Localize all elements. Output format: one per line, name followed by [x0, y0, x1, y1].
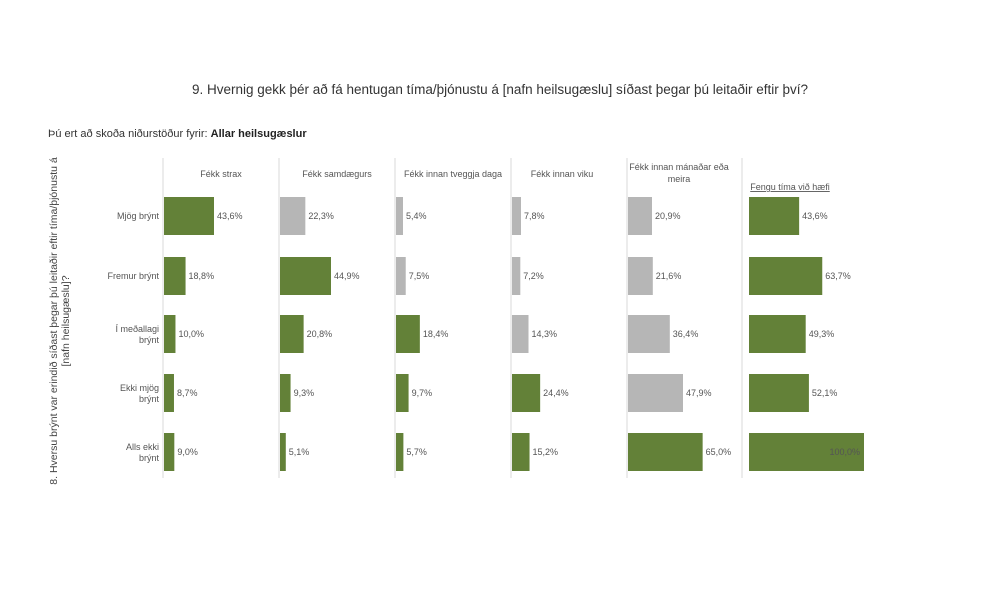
data-label: 10,0%: [178, 329, 204, 339]
bar: [164, 433, 175, 471]
data-label: 36,4%: [673, 329, 699, 339]
data-label: 7,2%: [523, 271, 544, 281]
data-label: 5,1%: [289, 447, 310, 457]
data-label: 21,6%: [656, 271, 682, 281]
filter-prefix: Þú ert að skoða niðurstöður fyrir:: [48, 128, 208, 140]
data-label: 43,6%: [802, 211, 828, 221]
filter-value[interactable]: Allar heilsugæslur: [210, 128, 307, 140]
data-label: 20,8%: [307, 329, 333, 339]
data-label: 63,7%: [825, 271, 851, 281]
bar: [164, 257, 186, 295]
results-filter-line: Þú ert að skoða niðurstöður fyrir: Allar…: [48, 128, 307, 140]
y-axis-title: 8. Hversu brýnt var erindið síðast þegar…: [48, 157, 72, 485]
column-header: Fékk strax: [200, 169, 242, 179]
bar: [280, 374, 291, 412]
category-label: Í meðallagi: [115, 324, 159, 334]
category-label: Mjög brýnt: [117, 211, 160, 221]
data-label: 5,4%: [406, 211, 427, 221]
data-label: 8,7%: [177, 388, 198, 398]
bar: [749, 257, 823, 295]
bar: [749, 374, 809, 412]
data-label: 18,4%: [423, 329, 449, 339]
bar: [396, 197, 403, 235]
data-label: 20,9%: [655, 211, 681, 221]
bar: [280, 257, 331, 295]
column-header: Fékk innan viku: [531, 169, 594, 179]
bar: [396, 257, 406, 295]
category-label: Ekki mjög: [120, 383, 159, 393]
bar: [628, 374, 684, 412]
column-header: Fékk samdægurs: [302, 169, 372, 179]
bar: [749, 433, 864, 471]
column-header: Fékk innan tveggja daga: [404, 169, 502, 179]
category-label: brýnt: [139, 453, 160, 463]
column-header: Fengu tíma við hæfi: [750, 182, 830, 192]
data-label: 43,6%: [217, 211, 243, 221]
data-label: 9,7%: [412, 388, 433, 398]
bar: [628, 315, 670, 353]
bar: [396, 315, 420, 353]
data-label: 14,3%: [532, 329, 558, 339]
bar: [512, 257, 521, 295]
bar: [512, 433, 530, 471]
y-axis-title-line: 8. Hversu brýnt var erindið síðast þegar…: [48, 157, 60, 485]
data-label: 49,3%: [809, 329, 835, 339]
data-label: 47,9%: [686, 388, 712, 398]
bar: [280, 197, 306, 235]
category-label: Fremur brýnt: [107, 271, 159, 281]
category-label: brýnt: [139, 335, 160, 345]
bar: [512, 197, 521, 235]
data-label: 9,0%: [177, 447, 198, 457]
data-label: 9,3%: [294, 388, 315, 398]
bar: [628, 257, 653, 295]
bar: [164, 197, 214, 235]
bar: [164, 315, 176, 353]
bar: [396, 433, 404, 471]
data-label: 22,3%: [308, 211, 334, 221]
data-label: 18,8%: [189, 271, 215, 281]
bar: [512, 315, 529, 353]
bar: [749, 315, 806, 353]
bar: [280, 315, 304, 353]
chart-title: 9. Hvernig gekk þér að fá hentugan tíma/…: [191, 82, 809, 97]
data-label: 7,5%: [409, 271, 430, 281]
category-label: Alls ekki: [126, 442, 159, 452]
column-header: Fékk innan mánaðar eða: [629, 162, 729, 172]
data-label: 24,4%: [543, 388, 569, 398]
bar: [749, 197, 800, 235]
data-label: 52,1%: [812, 388, 838, 398]
bar: [396, 374, 409, 412]
data-label: 65,0%: [706, 447, 732, 457]
bar: [628, 197, 652, 235]
data-label: 15,2%: [533, 447, 559, 457]
data-label: 100,0%: [829, 447, 860, 457]
category-label: brýnt: [139, 394, 160, 404]
column-header: meira: [668, 174, 691, 184]
data-label: 44,9%: [334, 271, 360, 281]
bar: [628, 433, 703, 471]
data-label: 5,7%: [406, 447, 427, 457]
bar: [164, 374, 174, 412]
data-label: 7,8%: [524, 211, 545, 221]
bar: [280, 433, 286, 471]
bar: [512, 374, 541, 412]
y-axis-title-line: [nafn heilsugæslu]?: [60, 275, 72, 366]
